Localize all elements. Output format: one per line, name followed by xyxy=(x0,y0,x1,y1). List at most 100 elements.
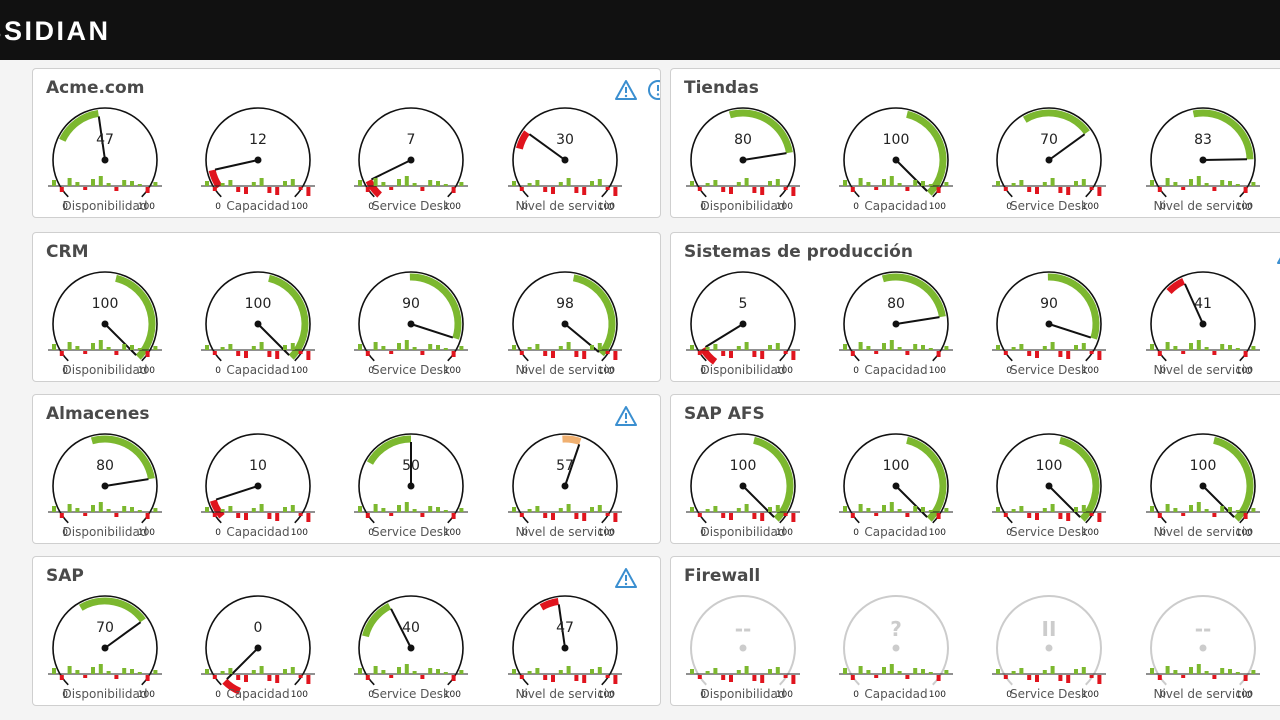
service-panel[interactable]: Tiendas 0 100 80 Disponibilidad 0 100 100 Capaci… xyxy=(670,68,1280,218)
history-bar xyxy=(114,675,119,679)
gauge-nivel-de-servicio[interactable]: 0 100 57 Nivel de servicio xyxy=(490,428,640,539)
gauge-service-desk[interactable]: 0 100 40 Service Desk xyxy=(336,590,486,701)
history-bar xyxy=(267,351,272,357)
history-bar xyxy=(1220,506,1225,512)
gauge-capacidad[interactable]: 0 100? Capacidad xyxy=(821,590,971,701)
service-panel[interactable]: Firewall 0 100 -- Disponibilidad 0 100? Capacid… xyxy=(670,556,1280,706)
gauge-nivel-de-servicio[interactable]: 0 100 100 Nivel de servicio xyxy=(1128,428,1278,539)
history-bar xyxy=(551,675,555,682)
gauge-min: 0 xyxy=(1160,202,1166,212)
gauge-dial: 0 100 100 xyxy=(839,433,953,538)
gauge-capacidad[interactable]: 0 100 10 Capacidad xyxy=(183,428,333,539)
gauge-dial: 0 100 70 xyxy=(992,107,1106,212)
gauge-disponibilidad[interactable]: 0 100 80 Disponibilidad xyxy=(33,428,180,539)
history-bar xyxy=(1058,513,1063,519)
history-bar xyxy=(443,672,448,674)
gauge-arc xyxy=(1150,595,1256,686)
gauge-service-desk[interactable]: 0 100 50 Service Desk xyxy=(336,428,486,539)
history-bar xyxy=(597,343,602,350)
history-bar xyxy=(1243,675,1248,681)
warning-icon[interactable] xyxy=(615,567,637,589)
history-bar xyxy=(236,513,241,518)
service-panel[interactable]: CRM 0 100 100 Disponibilidad 0 100 100 Capacidad… xyxy=(32,232,661,382)
gauge-capacidad[interactable]: 0 100 100 Capacidad xyxy=(821,428,971,539)
gauge-service-desk[interactable]: 0 100 70 Service Desk xyxy=(974,102,1124,213)
gauge-capacidad[interactable]: 0 100 100 Capacidad xyxy=(183,266,333,377)
history-bar xyxy=(850,351,855,356)
history-bar xyxy=(551,351,555,358)
gauge-disponibilidad[interactable]: 0 100 70 Disponibilidad xyxy=(33,590,180,701)
service-panel[interactable]: Acme.com 0 100 47 Disponibilidad 0 100 12 Capaci… xyxy=(32,68,661,218)
gauge-nivel-de-servicio[interactable]: 0 100 41 Nivel de servicio xyxy=(1128,266,1278,377)
service-panel[interactable]: SAP 0 100 70 Disponibilidad 0 100 0 Capacidad 0 10… xyxy=(32,556,661,706)
gauge-capacidad[interactable]: 0 100 12 Capacidad xyxy=(183,102,333,213)
history-bar xyxy=(1204,347,1209,350)
gauge-nivel-de-servicio[interactable]: 0 100 83 Nivel de servicio xyxy=(1128,102,1278,213)
gauge-capacidad[interactable]: 0 100 80 Capacidad xyxy=(821,266,971,377)
history-bar xyxy=(1165,504,1170,512)
history-bar xyxy=(1074,345,1078,350)
history-bar xyxy=(1050,342,1055,350)
history-bar xyxy=(75,670,80,674)
history-bar xyxy=(605,187,610,190)
gauge-disponibilidad[interactable]: 0 100 80 Disponibilidad xyxy=(671,102,818,213)
history-bar xyxy=(905,675,910,679)
history-bar xyxy=(558,670,563,674)
history-bar xyxy=(153,346,158,350)
gauge-service-desk[interactable]: 0 100 II Service Desk xyxy=(974,590,1124,701)
history-bar xyxy=(420,187,425,191)
history-bar xyxy=(1235,672,1240,674)
warning-icon[interactable] xyxy=(615,405,637,427)
warning-icon[interactable] xyxy=(615,79,637,101)
history-bar xyxy=(1173,508,1178,512)
gauge-min: 0 xyxy=(853,690,859,700)
gauge-service-desk[interactable]: 0 100 100 Service Desk xyxy=(974,428,1124,539)
history-bar xyxy=(145,513,150,519)
service-panel[interactable]: Sistemas de producción 0 100 5 Disponibilida… xyxy=(670,232,1280,382)
history-bar xyxy=(905,513,910,517)
history-bar xyxy=(365,351,370,356)
history-bar xyxy=(921,507,925,512)
history-bar xyxy=(566,342,571,350)
gauge-capacidad[interactable]: 0 100 0 Capacidad xyxy=(183,590,333,701)
gauge-nivel-de-servicio[interactable]: 0 100 98 Nivel de servicio xyxy=(490,266,640,377)
gauge-arc xyxy=(512,271,618,362)
history-bar xyxy=(889,340,894,350)
history-bar xyxy=(744,178,749,186)
history-bar xyxy=(897,183,902,186)
history-bar xyxy=(760,351,765,359)
gauge-service-desk[interactable]: 0 100 7 Service Desk xyxy=(336,102,486,213)
gauge-service-desk[interactable]: 0 100 90 Service Desk xyxy=(336,266,486,377)
history-bar xyxy=(145,675,150,681)
history-bar xyxy=(1157,513,1162,518)
gauge-disponibilidad[interactable]: 0 100 -- Disponibilidad xyxy=(671,590,818,701)
gauge-service-desk[interactable]: 0 100 90 Service Desk xyxy=(974,266,1124,377)
gauge-disponibilidad[interactable]: 0 100 100 Disponibilidad xyxy=(671,428,818,539)
gauge-pivot xyxy=(407,320,415,328)
info-icon[interactable] xyxy=(647,79,661,101)
gauge-dial: 0 100 70 xyxy=(48,595,162,700)
history-bar xyxy=(996,507,1000,512)
gauge-disponibilidad[interactable]: 0 100 100 Disponibilidad xyxy=(33,266,180,377)
history-bar xyxy=(944,670,949,674)
history-bar xyxy=(1181,351,1186,354)
gauge-disponibilidad[interactable]: 0 100 47 Disponibilidad xyxy=(33,102,180,213)
history-bar xyxy=(566,504,571,512)
history-bar xyxy=(428,668,433,674)
service-panel[interactable]: SAP AFS 0 100 100 Disponibilidad 0 100 100 Capac… xyxy=(670,394,1280,544)
service-panel[interactable]: Almacenes 0 100 80 Disponibilidad 0 100 10 Capac… xyxy=(32,394,661,544)
gauge-value: 80 xyxy=(887,296,905,312)
gauge-disponibilidad[interactable]: 0 100 5 Disponibilidad xyxy=(671,266,818,377)
obsidian-logo[interactable]: BSIDIAN xyxy=(0,16,111,46)
gauge-capacidad[interactable]: 0 100 100 Capacidad xyxy=(821,102,971,213)
history-bar xyxy=(527,509,532,512)
gauge-max: 100 xyxy=(291,202,308,212)
gauge-nivel-de-servicio[interactable]: 0 100 -- Nivel de servicio xyxy=(1128,590,1278,701)
history-bar xyxy=(451,675,456,681)
gauge-value-band xyxy=(1166,277,1186,295)
gauge-needle xyxy=(410,323,454,339)
gauge-nivel-de-servicio[interactable]: 0 100 30 Nivel de servicio xyxy=(490,102,640,213)
history-bar xyxy=(106,671,111,674)
history-bar xyxy=(913,668,918,674)
gauge-nivel-de-servicio[interactable]: 0 100 47 Nivel de servicio xyxy=(490,590,640,701)
